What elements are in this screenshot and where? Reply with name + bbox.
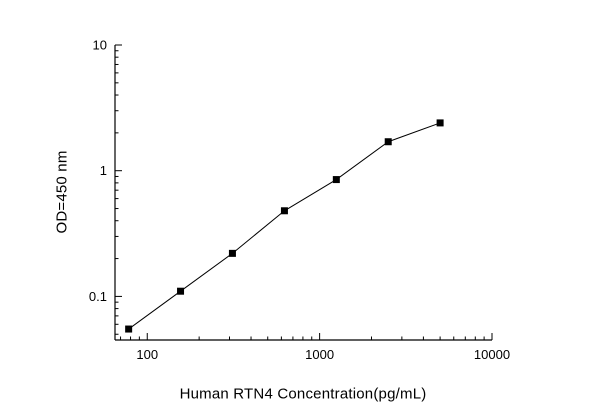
data-point-marker xyxy=(332,176,340,184)
y-tick-label: 0.1 xyxy=(89,289,107,304)
x-axis-label: Human RTN4 Concentration(pg/mL) xyxy=(179,385,427,403)
x-tick-label: 1000 xyxy=(305,347,334,362)
x-tick-label: 10000 xyxy=(474,347,510,362)
data-point-marker xyxy=(177,287,185,295)
x-tick-label: 100 xyxy=(136,347,158,362)
data-point-marker xyxy=(125,325,133,333)
standard-curve-line xyxy=(128,122,441,330)
data-point-marker xyxy=(384,138,392,146)
y-tick-label: 1 xyxy=(100,163,107,178)
data-point-marker xyxy=(436,119,444,127)
data-point-marker xyxy=(228,249,236,257)
data-point-marker xyxy=(280,207,288,215)
y-axis-label: OD=450 nm xyxy=(53,150,71,234)
y-tick-label: 10 xyxy=(93,38,107,53)
